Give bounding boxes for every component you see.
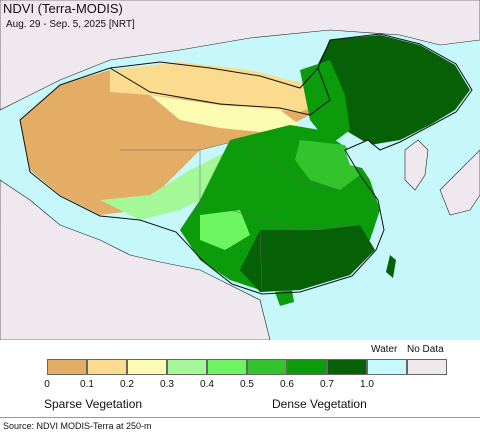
legend-tick-label: 1.0 xyxy=(360,379,374,390)
legend-swatch xyxy=(287,359,327,375)
legend-tick-label: 0.4 xyxy=(200,379,214,390)
legend-swatch xyxy=(207,359,247,375)
legend-tick-label: 0.7 xyxy=(320,379,334,390)
outside-land-japan xyxy=(439,149,480,216)
taiwan xyxy=(386,255,396,278)
source-footer: Source: NDVI MODIS-Terra at 250-m xyxy=(0,417,480,436)
grassland-region xyxy=(100,150,250,220)
nodata-label: No Data xyxy=(407,344,444,355)
semi-arid-region xyxy=(110,62,330,112)
mongolia-border xyxy=(109,67,331,116)
steppe-region xyxy=(150,95,300,132)
legend-tick-label: 0.5 xyxy=(240,379,254,390)
legend-tick-label: 0 xyxy=(44,379,50,390)
legend-tick-label: 0.1 xyxy=(80,379,94,390)
bohai-sea xyxy=(345,140,378,168)
map-date-range: Aug. 29 - Sep. 5, 2025 [NRT] xyxy=(6,19,135,30)
northeast-forest-edge xyxy=(300,60,350,145)
legend-swatch xyxy=(367,359,407,375)
national-border xyxy=(19,33,473,295)
outside-land-west xyxy=(0,0,480,111)
legend-swatch xyxy=(127,359,167,375)
legend: Water No Data 0 0.1 0.2 0.3 0.4 0.5 0.6 0.7 1.0 … xyxy=(0,340,480,435)
hainan xyxy=(275,290,294,306)
source-text: Source: NDVI MODIS-Terra at 250-m xyxy=(3,421,152,431)
legend-swatch xyxy=(247,359,287,375)
water-label: Water xyxy=(371,344,398,355)
outside-land-south xyxy=(0,179,271,340)
dense-vegetation-label: Dense Vegetation xyxy=(272,397,367,411)
legend-swatch xyxy=(87,359,127,375)
outside-land-korea xyxy=(404,139,429,191)
legend-swatch xyxy=(167,359,207,375)
sichuan-patch xyxy=(200,210,250,250)
northeast-forest xyxy=(315,35,470,145)
legend-swatch xyxy=(47,359,87,375)
southeast-vegetation xyxy=(240,225,375,292)
legend-tick-label: 0.2 xyxy=(120,379,134,390)
map-title: NDVI (Terra-MODIS) xyxy=(3,1,123,16)
legend-tick-label: 0.6 xyxy=(280,379,294,390)
north-china-plain xyxy=(295,140,360,190)
legend-swatch xyxy=(327,359,367,375)
sparse-vegetation-label: Sparse Vegetation xyxy=(44,397,143,411)
legend-swatch xyxy=(407,359,447,375)
map-canvas xyxy=(0,0,480,340)
ndvi-map: NDVI (Terra-MODIS) Aug. 29 - Sep. 5, 202… xyxy=(0,0,480,340)
legend-tick-label: 0.3 xyxy=(160,379,174,390)
province-lines xyxy=(120,139,361,291)
